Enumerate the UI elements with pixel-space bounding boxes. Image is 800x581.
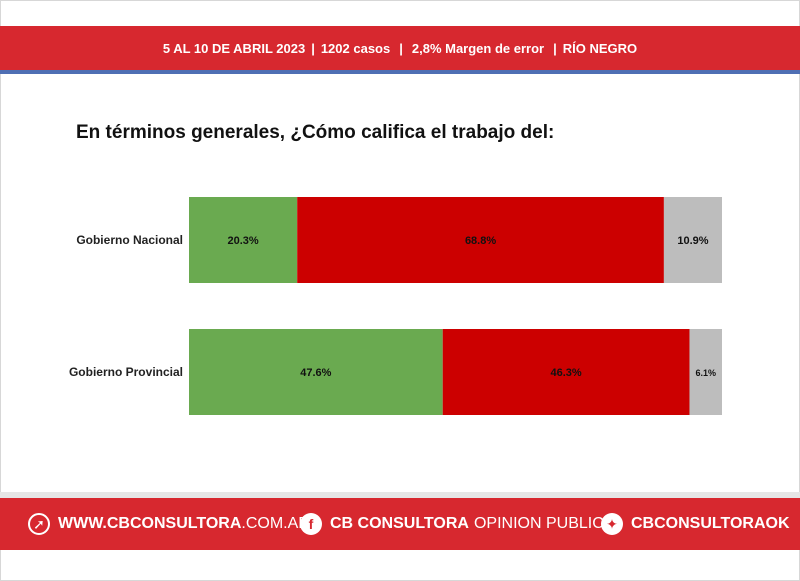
separator: | — [399, 40, 403, 56]
data-label: 10.9% — [677, 235, 708, 247]
footer-band — [0, 492, 800, 498]
facebook-name: CB CONSULTORA — [330, 515, 469, 532]
footer-twitter[interactable]: ✦ CBCONSULTORAOK — [601, 498, 790, 550]
header-stripe — [0, 70, 800, 74]
data-label: 68.8% — [465, 235, 496, 247]
bar-segment — [189, 329, 443, 415]
separator: | — [553, 40, 557, 56]
data-label: 6.1% — [695, 368, 716, 378]
bar-segment — [442, 329, 690, 415]
survey-region: RÍO NEGRO — [562, 40, 638, 56]
survey-cases: 1202 casos — [320, 40, 391, 56]
facebook-icon: f — [300, 513, 322, 535]
footer: ➚ WWW.CBCONSULTORA .COM.AR f CB CONSULTOR… — [0, 498, 800, 550]
facebook-subtitle: OPINION PUBLICA — [473, 515, 615, 532]
bar-segment — [297, 197, 664, 283]
data-label: 20.3% — [227, 235, 258, 247]
twitter-handle: CBCONSULTORAOK — [631, 515, 790, 532]
footer-website[interactable]: ➚ WWW.CBCONSULTORA .COM.AR — [28, 498, 310, 550]
website-tld: .COM.AR — [241, 515, 310, 532]
category-label: Gobierno Provincial — [69, 365, 183, 379]
cursor-click-icon: ➚ — [28, 513, 50, 535]
category-label: Gobierno Nacional — [76, 233, 183, 247]
footer-facebook[interactable]: f CB CONSULTORA OPINION PUBLICA — [300, 498, 614, 550]
question-title: En términos generales, ¿Cómo califica el… — [76, 122, 555, 143]
survey-margin: 2,8% Margen de error — [411, 40, 545, 56]
data-label: 47.6% — [300, 367, 331, 379]
separator: | — [311, 40, 315, 56]
bar-segment — [689, 329, 722, 415]
survey-dates: 5 AL 10 DE ABRIL 2023 — [162, 40, 306, 56]
website-domain: WWW.CBCONSULTORA — [58, 515, 242, 532]
bar-segment — [189, 197, 298, 283]
data-label: 46.3% — [550, 367, 581, 379]
survey-info-banner: 5 AL 10 DE ABRIL 2023 | 1202 casos | 2,8… — [0, 26, 800, 70]
twitter-icon: ✦ — [601, 513, 623, 535]
bar-segment — [663, 197, 722, 283]
